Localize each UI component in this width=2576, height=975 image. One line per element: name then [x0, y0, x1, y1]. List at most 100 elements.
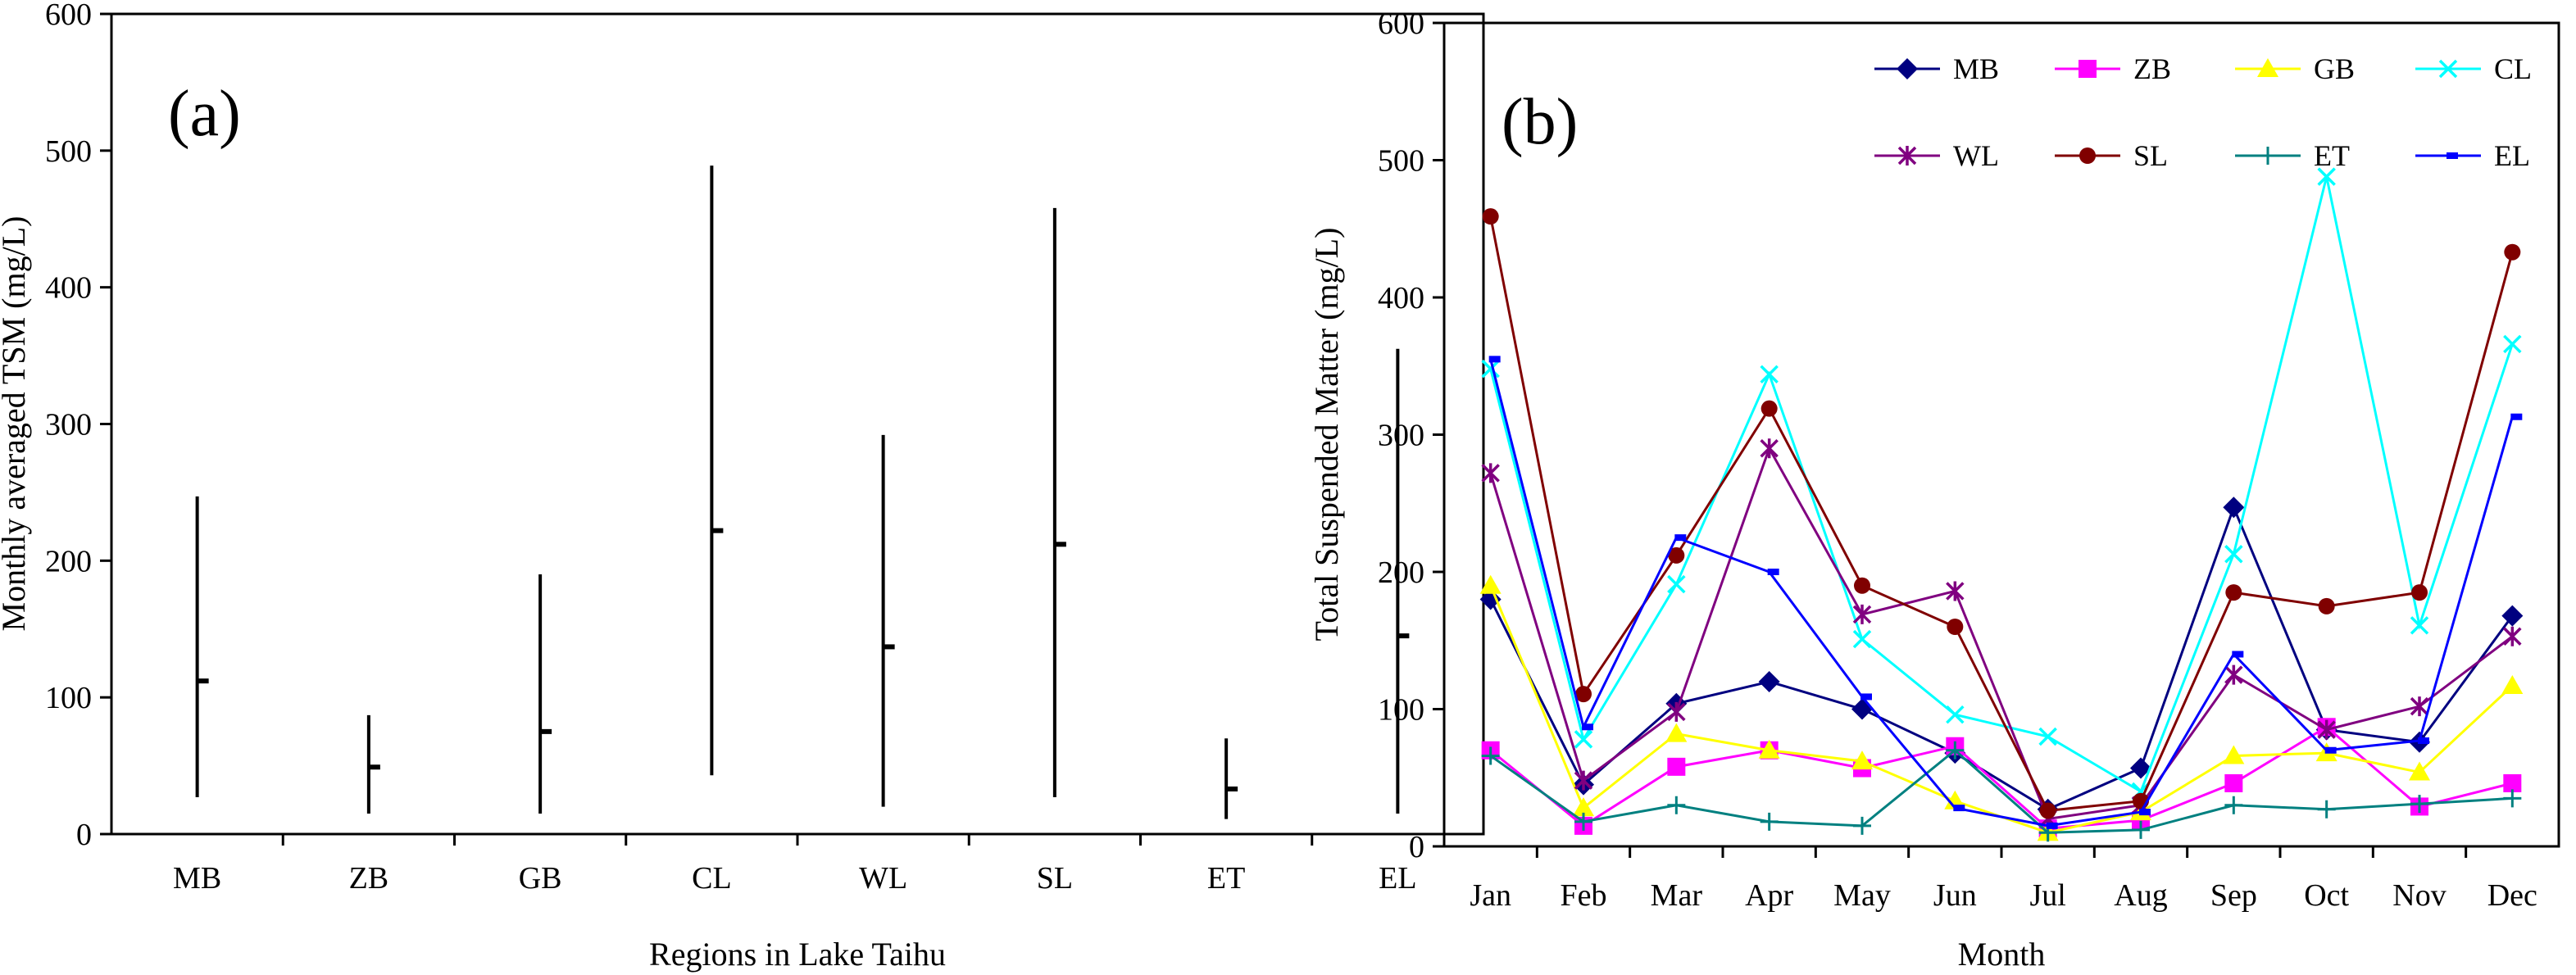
mean-mark [540, 728, 552, 734]
data-point [2501, 605, 2524, 627]
legend-label: CL [2494, 52, 2532, 85]
legend-marker [2257, 58, 2278, 77]
data-point [2410, 616, 2429, 635]
legend-marker [1897, 146, 1917, 166]
x-tick-label: Jul [2029, 878, 2065, 913]
x-tick-label: ET [1207, 861, 1245, 896]
legend-label: MB [1953, 52, 1999, 85]
series-wl [1481, 438, 2522, 829]
data-point [1853, 816, 1871, 835]
x-tick-label: MB [173, 861, 221, 896]
series-line [1489, 215, 2514, 813]
data-point [1944, 790, 1966, 809]
data-point [1479, 574, 1502, 594]
x-tick-label: Nov [2392, 878, 2446, 913]
y-tick-label: 300 [45, 408, 92, 442]
data-point [2224, 544, 2243, 564]
series-line [1489, 445, 2514, 821]
panel-b-legend: MB ZB GB CL WL SL ET EL [1874, 52, 2532, 172]
data-point [2046, 822, 2058, 829]
panel-a-y-ticks: 0 100 200 300 400 500 600 [45, 0, 111, 852]
legend-label: WL [1953, 139, 1999, 172]
data-point [2317, 167, 2336, 186]
mean-mark [1397, 633, 1410, 639]
legend-label: SL [2133, 139, 2168, 172]
data-point [1767, 569, 1779, 575]
data-point [2224, 796, 2243, 814]
data-point [1953, 805, 1965, 812]
data-point [1574, 770, 1593, 791]
data-point [2223, 745, 2245, 764]
series-line [1489, 176, 2514, 794]
series-sl [1482, 208, 2521, 819]
data-point [2223, 497, 2245, 519]
data-point [2318, 597, 2335, 614]
data-point [1852, 604, 1872, 624]
data-point [2139, 809, 2151, 816]
series-et [1481, 741, 2522, 842]
data-point [1760, 365, 1779, 384]
panel-b-y-axis-title: Total Suspended Matter (mg/L) [1308, 228, 1345, 642]
legend-marker [2438, 59, 2458, 79]
panel-b-label: (b) [1502, 86, 1578, 158]
mean-mark [368, 764, 380, 770]
data-point [1854, 577, 1870, 594]
legend-marker [2447, 152, 2458, 159]
data-point [2411, 584, 2428, 601]
x-tick-label: SL [1037, 861, 1073, 896]
data-point [2317, 800, 2336, 819]
x-tick-label: CL [692, 861, 732, 896]
data-point [1574, 730, 1593, 749]
data-point [2418, 737, 2429, 745]
data-point [2503, 626, 2522, 646]
y-tick-label: 0 [76, 818, 92, 852]
x-tick-label: Apr [1745, 878, 1793, 913]
x-tick-label: Mar [1651, 878, 1703, 913]
x-tick-label: Feb [1561, 878, 1607, 913]
data-point [1851, 698, 1873, 720]
x-tick-label: Oct [2304, 878, 2349, 913]
data-point [2224, 664, 2243, 685]
data-point [2504, 243, 2521, 261]
data-point [1582, 723, 1593, 731]
panel-b-y-ticks: 0 100 200 300 400 500 600 [1378, 7, 1444, 864]
data-point [1481, 463, 1500, 483]
data-point [2410, 696, 2429, 717]
panel-b-line-chart: 0 100 200 300 400 500 600 Jan Feb Mar Apr May Jun Ju… [1308, 7, 2560, 973]
data-point [2410, 795, 2428, 814]
data-point [2039, 802, 2056, 819]
mean-mark [1226, 786, 1238, 791]
x-tick-label: GB [519, 861, 562, 896]
y-tick-label: 600 [45, 0, 92, 32]
data-point [2503, 789, 2522, 808]
data-point [1946, 741, 1965, 760]
mean-mark [711, 528, 724, 533]
data-point [1946, 581, 1965, 601]
data-point [1573, 797, 1594, 817]
legend-label: ET [2314, 139, 2350, 172]
y-tick-label: 0 [1409, 830, 1424, 864]
data-point [2324, 746, 2337, 754]
data-point [1667, 757, 1686, 776]
y-tick-label: 200 [45, 544, 92, 578]
data-point [1665, 723, 1688, 742]
data-point [1947, 619, 1964, 635]
data-point [2225, 584, 2242, 601]
data-point [2232, 651, 2244, 658]
y-tick-label: 100 [1378, 693, 1424, 728]
data-point [1760, 812, 1779, 831]
panel-a-y-axis-title: Monthly averaged TSM (mg/L) [0, 216, 32, 632]
data-point [2503, 334, 2522, 354]
data-point [1667, 574, 1686, 594]
data-point [1851, 751, 1873, 770]
data-point [1667, 701, 1686, 722]
data-point [1488, 356, 1501, 363]
legend-marker [2079, 147, 2096, 164]
data-point [1479, 588, 1502, 610]
x-tick-label: Jan [1470, 878, 1511, 913]
data-point [2510, 413, 2523, 420]
legend-entry-sl: SL [2055, 139, 2168, 172]
legend-label: GB [2314, 52, 2355, 85]
data-point [1482, 208, 1499, 225]
data-point [2038, 727, 2057, 746]
